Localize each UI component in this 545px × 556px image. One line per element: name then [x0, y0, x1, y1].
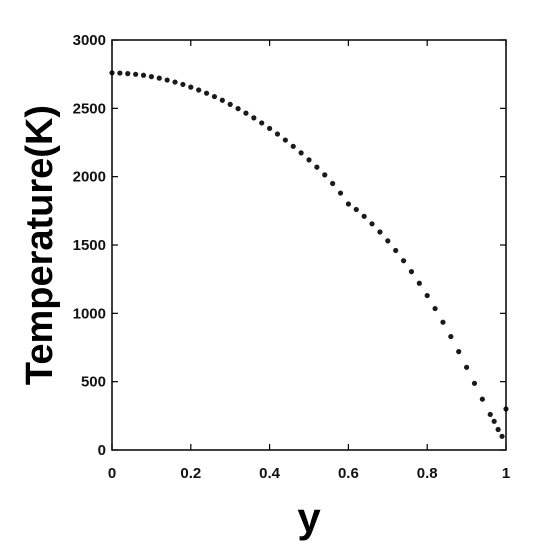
data-point: [400, 258, 407, 264]
data-point: [164, 77, 170, 83]
x-tick-labels: 0 0.2 0.4 0.6 0.8 1: [108, 465, 510, 482]
data-point: [353, 206, 359, 213]
data-point: [251, 115, 257, 121]
data-point: [243, 110, 249, 116]
data-point: [274, 131, 281, 137]
x-tick-label: 0.8: [417, 465, 438, 482]
data-point: [499, 433, 505, 439]
plot-frame: [111, 39, 507, 451]
y-tick-label: 0: [98, 442, 106, 459]
data-point: [448, 333, 454, 340]
data-point: [361, 213, 367, 219]
data-point: [456, 349, 462, 355]
data-points: [109, 70, 509, 439]
y-tick-labels: 0 500 1000 1500 2000 2500 3000: [73, 32, 106, 459]
data-point: [188, 84, 194, 90]
data-point: [479, 396, 485, 402]
data-point: [140, 72, 147, 78]
data-point: [125, 71, 131, 77]
ticks: [111, 39, 507, 451]
data-point: [133, 71, 139, 77]
data-point: [330, 180, 336, 187]
data-point: [180, 81, 186, 88]
x-tick-label: 0.6: [338, 465, 359, 482]
y-tick-label: 1000: [73, 305, 106, 322]
data-point: [377, 229, 383, 235]
data-point: [491, 418, 497, 424]
data-point: [156, 75, 162, 81]
data-point: [306, 157, 312, 163]
data-point: [416, 280, 422, 286]
y-axis-label: Temperature(K): [19, 105, 61, 385]
y-tick-label: 500: [81, 374, 106, 391]
data-point: [385, 238, 391, 244]
data-point: [196, 87, 202, 93]
x-tick-label: 0: [108, 465, 116, 482]
data-point: [314, 164, 320, 170]
data-point: [282, 137, 288, 143]
data-point: [322, 172, 328, 178]
data-point: [227, 101, 233, 107]
x-axis-label: y: [297, 494, 321, 541]
data-point: [267, 125, 273, 132]
data-point: [345, 201, 351, 207]
x-tick-label: 1: [502, 465, 510, 482]
data-point: [464, 364, 470, 370]
y-tick-label: 1500: [73, 237, 106, 254]
data-point: [219, 97, 225, 103]
x-tick-label: 0.2: [180, 465, 201, 482]
y-tick-label: 2000: [73, 169, 106, 186]
data-point: [259, 120, 265, 126]
y-tick-label: 2500: [73, 100, 106, 117]
data-point: [432, 305, 438, 312]
data-point: [290, 143, 296, 149]
data-point: [235, 106, 241, 112]
data-point: [211, 93, 218, 100]
data-point: [424, 292, 430, 299]
y-tick-label: 3000: [73, 32, 106, 49]
data-point: [440, 319, 446, 325]
x-tick-label: 0.4: [259, 465, 281, 482]
data-point: [172, 79, 178, 85]
data-point: [337, 190, 344, 196]
data-point: [117, 70, 123, 76]
data-point: [471, 380, 478, 386]
data-point: [369, 221, 375, 227]
data-point: [495, 426, 501, 433]
data-point: [393, 247, 399, 254]
data-point: [408, 269, 415, 275]
data-point: [487, 411, 493, 418]
data-point: [203, 90, 210, 96]
data-point: [148, 74, 154, 80]
data-point: [298, 150, 304, 156]
